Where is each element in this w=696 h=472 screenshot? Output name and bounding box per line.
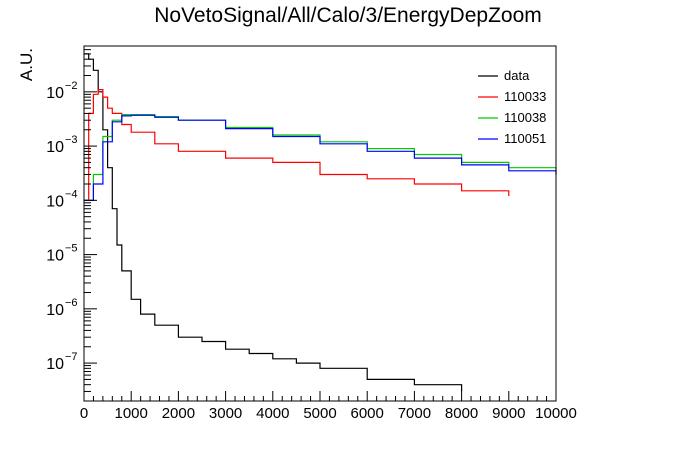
x-tick-label: 2000: [162, 405, 195, 422]
y-tick-exponent: −7: [65, 351, 78, 363]
series-layer: [84, 53, 557, 392]
y-tick-label: 10: [46, 356, 64, 373]
series-data-line: [84, 53, 463, 392]
series-110033-line: [84, 89, 510, 201]
y-tick-exponent: −6: [65, 297, 78, 309]
x-tick-label: 3000: [209, 405, 242, 422]
legend-entry-data: data: [504, 68, 530, 83]
series-110038-line: [84, 114, 557, 201]
x-tick-label: 4000: [256, 405, 289, 422]
plot-frame: [83, 45, 557, 402]
x-tick-label: 10000: [535, 405, 577, 422]
x-tick-label: 9000: [492, 405, 525, 422]
x-tick-label: 5000: [303, 405, 336, 422]
x-tick-label: 8000: [445, 405, 478, 422]
chart-title: NoVetoSignal/All/Calo/3/EnergyDepZoom: [154, 4, 542, 27]
legend-entry-110051: 110051: [504, 131, 546, 146]
y-axis-label: A.U.: [17, 48, 36, 81]
legend-entry-110038: 110038: [504, 110, 546, 125]
y-tick-exponent: −5: [65, 243, 78, 255]
y-tick-label: 10: [46, 248, 64, 265]
y-tick-label: 10: [46, 85, 64, 102]
legend: data 110033 110038 110051: [478, 68, 546, 146]
x-tick-label: 1000: [115, 405, 148, 422]
y-tick-label: 10: [46, 139, 64, 156]
x-tick-label: 0: [80, 405, 88, 422]
y-tick-label: 10: [46, 193, 64, 210]
y-tick-label: 10: [46, 302, 64, 319]
tick-layer: 0 1000 2000 3000 4000 5000 6000 7000 8000 9000 100…: [46, 45, 577, 422]
series-110051-line: [84, 114, 557, 201]
plot-frame-layer: [83, 45, 557, 402]
x-tick-label: 7000: [398, 405, 431, 422]
y-tick-exponent: −2: [65, 80, 78, 92]
y-tick-exponent: −3: [65, 134, 78, 146]
legend-entry-110033: 110033: [504, 89, 546, 104]
y-tick-exponent: −4: [65, 188, 78, 200]
x-tick-label: 6000: [351, 405, 384, 422]
